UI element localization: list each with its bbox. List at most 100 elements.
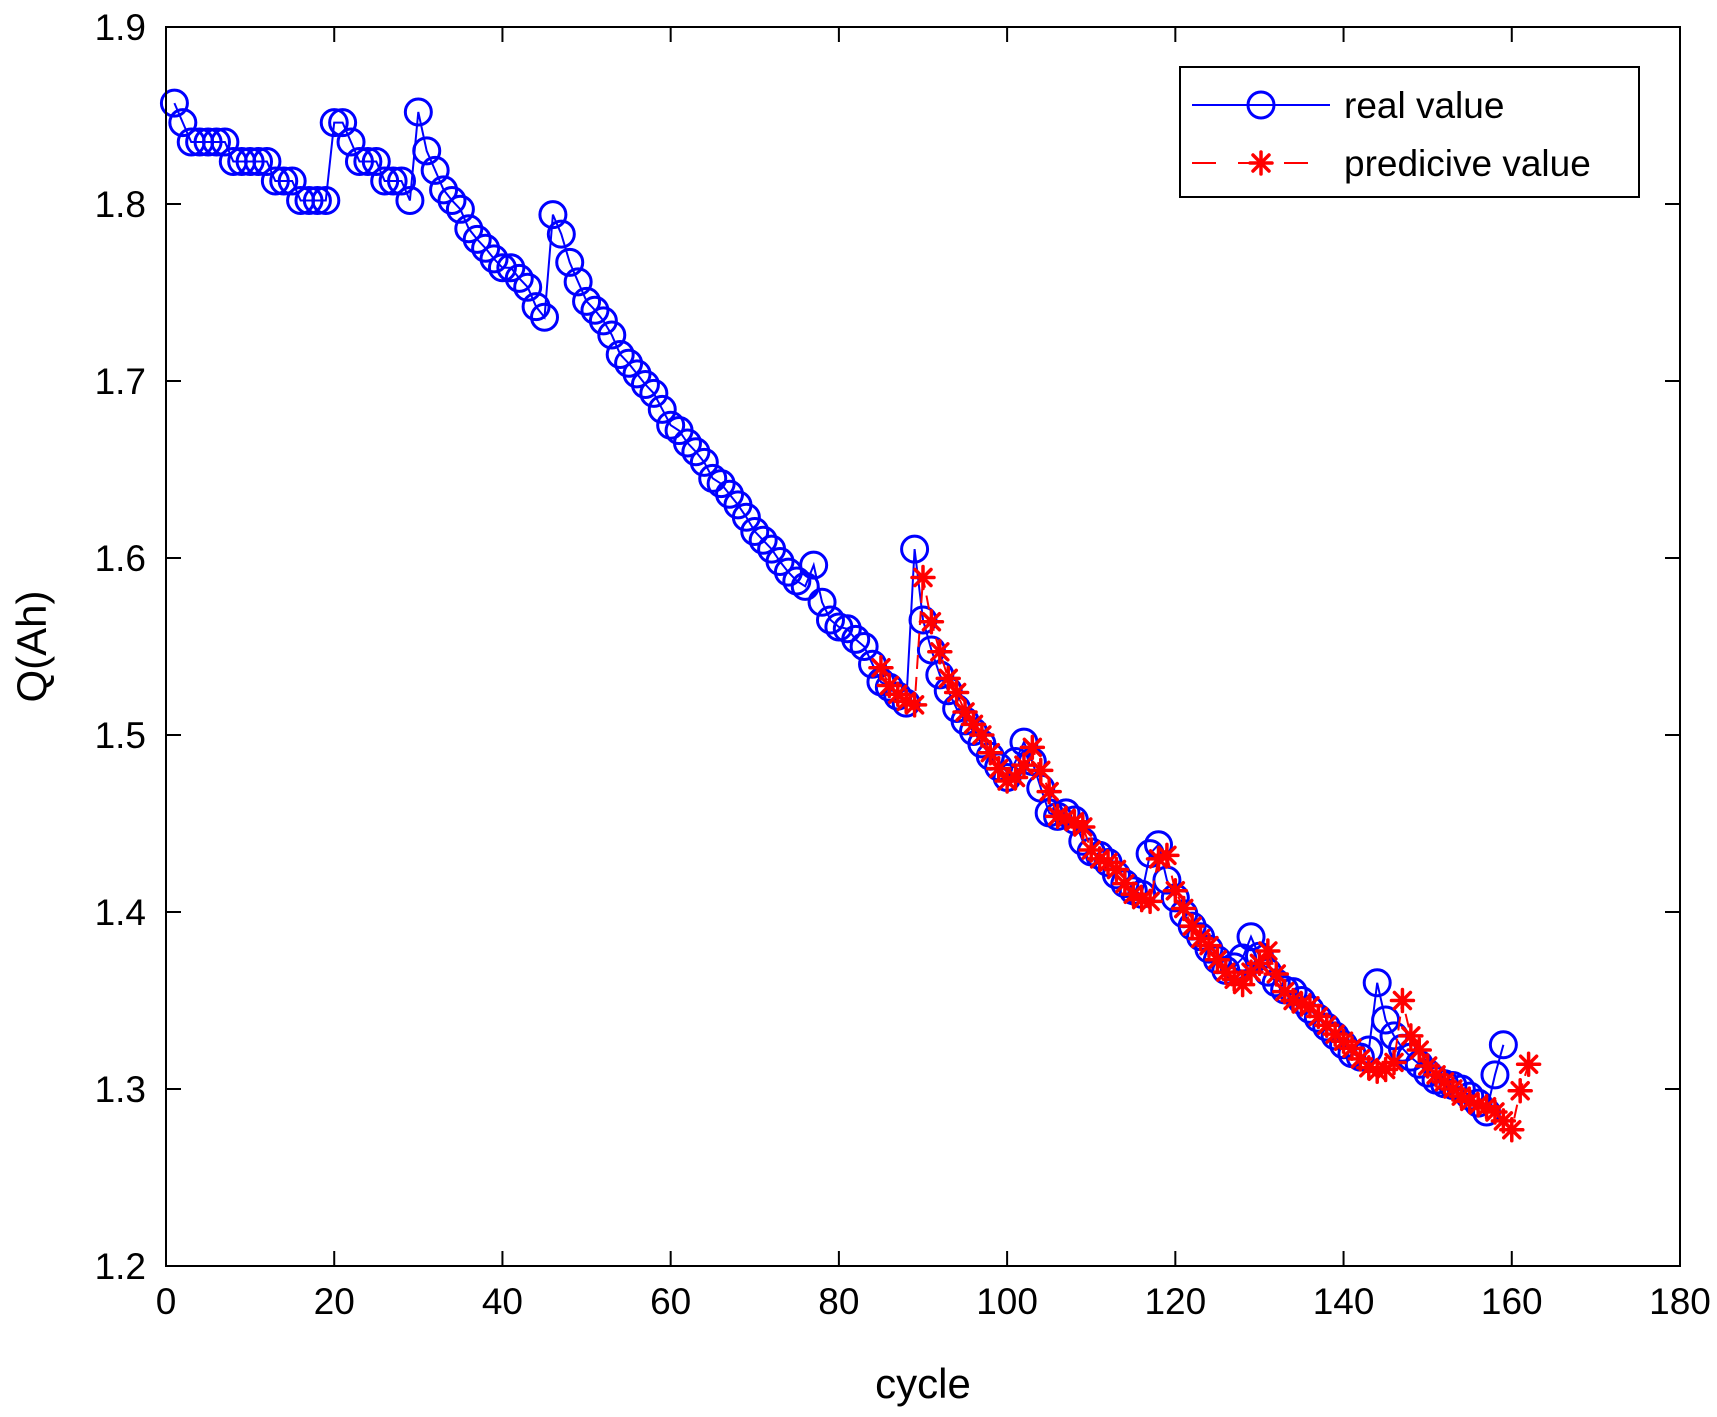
predictive-value-point — [1381, 1049, 1407, 1076]
x-tick-label: 160 — [1481, 1281, 1543, 1322]
plot-frame — [165, 26, 1681, 1267]
x-tick-label: 20 — [314, 1281, 355, 1322]
legend-label-real-value: real value — [1344, 85, 1504, 126]
predictive-value-point — [1070, 814, 1096, 840]
legend-marker-predictive — [1248, 150, 1274, 176]
real-value-point — [908, 605, 938, 635]
y-tick-label: 1.2 — [95, 1246, 146, 1287]
real-value-point — [336, 127, 366, 157]
predictive-value-point — [1499, 1116, 1525, 1143]
real-value-point — [387, 166, 417, 196]
y-tick-label: 1.5 — [95, 715, 146, 756]
x-tick-label: 80 — [818, 1281, 859, 1322]
real-value-point — [311, 185, 341, 215]
real-value-point — [605, 339, 635, 369]
real-value-point — [647, 394, 677, 424]
real-value-point — [319, 108, 349, 138]
predictive-value-point — [1229, 971, 1256, 998]
real-value-point — [731, 502, 761, 532]
legend-entries — [1192, 90, 1330, 176]
real-value-point — [782, 566, 812, 596]
real-value-point — [815, 605, 845, 635]
x-tick-label: 60 — [650, 1281, 691, 1322]
legend: real value predicive value — [1179, 66, 1640, 198]
real-value-point — [420, 155, 450, 185]
series-layer — [159, 88, 1542, 1143]
real-value-point — [462, 224, 492, 254]
predictive-value-point — [969, 722, 995, 748]
real-value-point — [403, 97, 433, 127]
real-value-point — [639, 378, 669, 408]
real-value-point — [1236, 922, 1266, 952]
predictive-value-point — [1154, 842, 1180, 869]
real-value-point — [193, 127, 223, 157]
predictive-value-point — [1246, 950, 1273, 977]
y-axis-title: Q(Ah) — [8, 590, 55, 702]
series-predictive-value — [868, 564, 1542, 1143]
predictive-value-point — [1036, 778, 1062, 805]
predictive-value-point — [1170, 895, 1197, 922]
axes-layer: 0 20 40 60 80 100 120 140 160 180 1.2 1.3 1.4 1.5 1.6 1… — [95, 7, 1711, 1322]
real-value-point — [698, 463, 728, 493]
x-tick-label: 40 — [482, 1281, 523, 1322]
real-value-point — [210, 127, 240, 157]
y-tick-label: 1.9 — [95, 7, 146, 48]
predictive-value-point — [1204, 947, 1231, 973]
real-value-point — [252, 147, 282, 177]
predictive-value-point — [1137, 888, 1163, 915]
predictive-value-point — [1196, 932, 1222, 959]
real-value-point — [1371, 1005, 1401, 1035]
x-tick-label: 140 — [1313, 1281, 1375, 1322]
real-value-point — [412, 136, 442, 166]
real-value-point — [538, 200, 568, 230]
real-value-point — [378, 166, 408, 196]
real-value-point — [900, 534, 930, 564]
predictive-value-point — [1002, 764, 1029, 791]
predictive-value-point — [1019, 734, 1046, 761]
real-value-point — [513, 272, 543, 302]
real-value-point — [353, 147, 383, 177]
real-value-point — [656, 410, 686, 440]
real-value-point — [807, 587, 837, 617]
real-value-point — [437, 185, 467, 215]
legend-box — [1179, 66, 1640, 198]
real-value-point — [740, 516, 770, 546]
y-tick-label: 1.7 — [95, 361, 146, 402]
real-value-point — [277, 166, 307, 196]
real-value-point — [1480, 1060, 1510, 1090]
real-value-point — [361, 147, 391, 177]
real-value-point — [630, 370, 660, 400]
predictive-value-point — [1162, 878, 1189, 904]
real-value-point — [260, 166, 290, 196]
legend-label-predictive-value: predicive value — [1344, 143, 1591, 184]
predictive-value-point — [901, 692, 928, 718]
real-value-point — [201, 127, 231, 157]
predictive-value-point — [927, 639, 953, 665]
x-tick-label: 180 — [1649, 1281, 1711, 1322]
real-value-point — [479, 244, 509, 274]
real-value-point — [748, 525, 778, 555]
real-value-point — [269, 166, 299, 196]
real-value-point — [530, 302, 559, 332]
x-tick-label: 0 — [156, 1281, 177, 1322]
real-value-point — [244, 147, 274, 177]
real-value-point — [395, 185, 425, 215]
real-value-point — [1362, 968, 1392, 998]
real-value-point — [572, 286, 602, 316]
y-tick-label: 1.8 — [95, 184, 146, 225]
x-axis-title: cycle — [875, 1360, 971, 1407]
predictive-value-point — [1179, 913, 1205, 939]
real-value-point — [168, 108, 198, 138]
predictive-value-point — [1263, 961, 1290, 987]
real-value-point — [841, 624, 871, 654]
real-value-point — [849, 632, 879, 661]
real-value-point — [546, 219, 576, 249]
legend-marker-real — [1246, 90, 1276, 120]
predictive-value-point — [1389, 987, 1416, 1014]
real-value-point — [799, 550, 829, 580]
y-tick-label: 1.3 — [95, 1069, 146, 1110]
real-value-point — [344, 147, 374, 177]
real-value-point — [672, 428, 702, 458]
predictive-value-point — [943, 679, 970, 706]
